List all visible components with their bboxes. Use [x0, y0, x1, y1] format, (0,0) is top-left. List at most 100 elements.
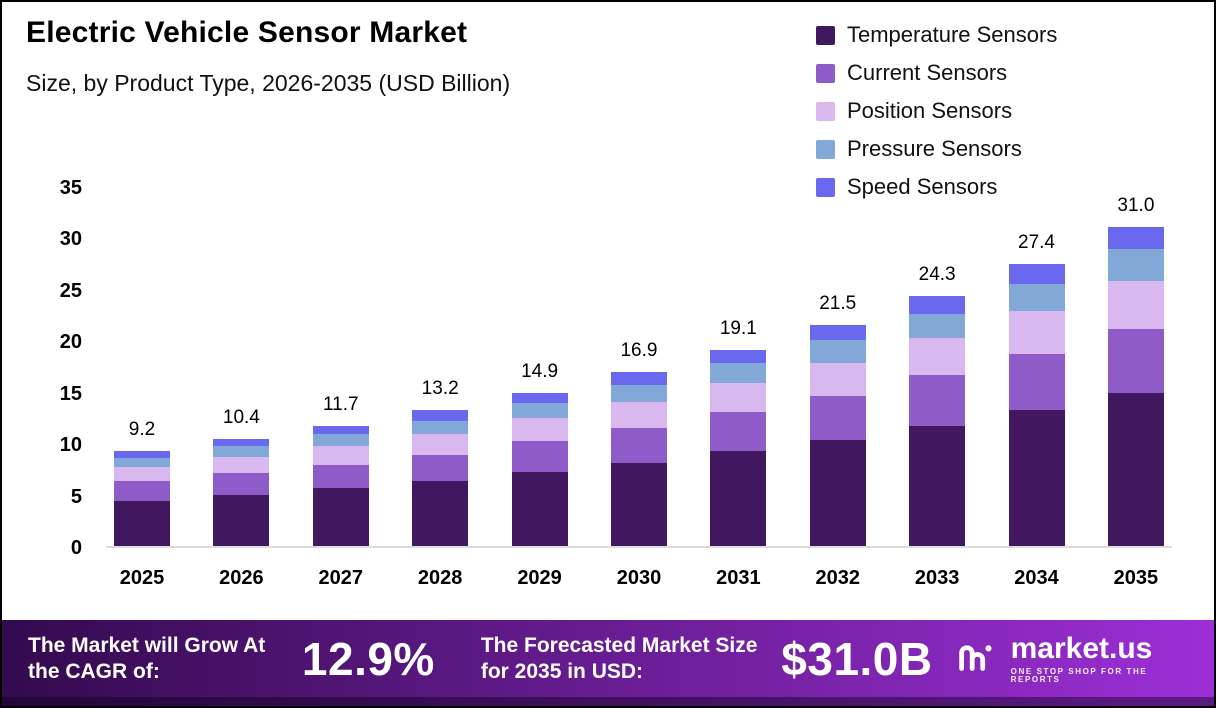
bar-2034: 27.4 2034	[1008, 188, 1065, 589]
bar-segment-pressure-sensors	[610, 384, 667, 403]
bar-segment-position-sensors	[114, 466, 170, 482]
x-axis-label: 2035	[1113, 567, 1159, 589]
bar-segment-position-sensors	[312, 446, 369, 465]
legend-item-speed-sensors: Speed Sensors	[816, 174, 1057, 200]
bar-segment-temperature-sensors	[312, 488, 369, 546]
bar-segment-speed-sensors	[610, 372, 667, 385]
bar-segment-pressure-sensors	[213, 446, 270, 457]
bar-stack	[114, 451, 170, 546]
brand-tagline: ONE STOP SHOP FOR THE REPORTS	[1010, 666, 1148, 685]
x-axis-label: 2030	[616, 567, 662, 589]
bar-segment-position-sensors	[909, 338, 966, 376]
bar-segment-speed-sensors	[1008, 264, 1065, 284]
bar-value-label: 27.4	[1018, 232, 1056, 254]
bar-stack	[213, 439, 270, 546]
bar-stack	[610, 372, 667, 546]
legend-item-pressure-sensors: Pressure Sensors	[816, 136, 1057, 162]
bar-segment-speed-sensors	[213, 439, 270, 447]
y-tick-label: 20	[59, 331, 82, 354]
bar-2026: 10.4 2026	[213, 188, 270, 589]
bar-value-label: 24.3	[918, 264, 956, 286]
bar-segment-position-sensors	[1107, 280, 1164, 329]
bar-segment-current-sensors	[1008, 353, 1065, 411]
bar-segment-pressure-sensors	[312, 433, 369, 447]
bar-segment-temperature-sensors	[1107, 392, 1164, 546]
bar-segment-temperature-sensors	[213, 494, 270, 546]
bar-segment-current-sensors	[412, 454, 469, 482]
legend-swatch	[816, 63, 835, 83]
bar-segment-speed-sensors	[1107, 227, 1164, 249]
bar-segment-speed-sensors	[412, 410, 469, 421]
forecast-label: The Forecasted Market Size for 2035 in U…	[480, 633, 758, 683]
bar-segment-speed-sensors	[114, 451, 170, 458]
footer-accent-strip	[2, 697, 1214, 706]
bar-stack	[909, 296, 966, 546]
bar-value-label: 13.2	[421, 378, 459, 400]
bar-segment-position-sensors	[1008, 311, 1065, 354]
legend-item-position-sensors: Position Sensors	[816, 98, 1057, 124]
bar-stack	[412, 410, 469, 546]
x-axis-label: 2034	[1014, 567, 1059, 589]
x-axis-label: 2031	[716, 567, 761, 589]
bar-segment-temperature-sensors	[114, 500, 170, 546]
footer-banner: The Market will Grow At the CAGR of: 12.…	[2, 620, 1214, 706]
bar-segment-pressure-sensors	[1008, 283, 1065, 312]
y-tick-label: 35	[59, 177, 82, 199]
bar-segment-current-sensors	[809, 395, 866, 441]
bar-segment-current-sensors	[1107, 328, 1164, 393]
bar-segment-current-sensors	[312, 464, 369, 489]
legend-label: Pressure Sensors	[847, 136, 1022, 161]
legend-swatch	[816, 139, 835, 159]
bar-value-label: 31.0	[1117, 195, 1155, 217]
brand-name: market.us	[1010, 632, 1153, 666]
bar-stack	[511, 392, 568, 546]
bar-2027: 11.7 2027	[312, 188, 369, 589]
legend-label: Temperature Sensors	[847, 22, 1058, 47]
bar-segment-temperature-sensors	[412, 481, 469, 546]
bar-2032: 21.5 2032	[809, 188, 866, 589]
bar-stack	[1008, 264, 1065, 546]
bar-segment-temperature-sensors	[909, 425, 966, 546]
bar-segment-current-sensors	[114, 481, 170, 501]
bar-value-label: 9.2	[128, 419, 156, 441]
bar-segment-position-sensors	[213, 456, 270, 474]
forecast-value: $31.0B	[781, 633, 933, 685]
bar-segment-pressure-sensors	[809, 340, 866, 364]
bar-value-label: 11.7	[322, 393, 359, 415]
y-tick-label: 5	[70, 485, 82, 508]
bar-segment-pressure-sensors	[511, 403, 568, 419]
bar-value-label: 16.9	[620, 340, 658, 362]
legend: Temperature Sensors Current Sensors Positi…	[816, 22, 1057, 200]
bar-segment-current-sensors	[213, 473, 270, 495]
bar-2031: 19.1 2031	[710, 188, 767, 589]
legend-swatch	[816, 177, 835, 197]
x-axis-label: 2025	[119, 567, 165, 589]
bar-2028: 13.2 2028	[412, 188, 469, 589]
legend-label: Speed Sensors	[847, 174, 998, 199]
chart-title: Electric Vehicle Sensor Market	[26, 16, 468, 49]
bar-stack	[1107, 227, 1164, 546]
bar-segment-temperature-sensors	[610, 462, 667, 546]
bar-segment-pressure-sensors	[710, 363, 767, 383]
bar-segment-speed-sensors	[909, 296, 966, 314]
bar-segment-pressure-sensors	[1107, 248, 1164, 281]
bar-stack	[312, 425, 369, 546]
bar-segment-speed-sensors	[710, 349, 767, 364]
legend-label: Current Sensors	[847, 60, 1008, 85]
bar-segment-position-sensors	[809, 363, 866, 396]
bar-segment-current-sensors	[710, 412, 767, 452]
bar-value-label: 19.1	[719, 317, 757, 339]
x-axis-label: 2026	[219, 567, 264, 589]
cagr-label: The Market will Grow At the CAGR of:	[28, 633, 266, 683]
chart-subtitle: Size, by Product Type, 2026-2035 (USD Bi…	[26, 70, 511, 96]
bar-segment-temperature-sensors	[1008, 410, 1065, 546]
bar-segment-pressure-sensors	[114, 457, 170, 467]
bar-value-label: 10.4	[222, 407, 260, 429]
bar-2033: 24.3 2033	[909, 188, 966, 589]
bar-segment-speed-sensors	[511, 392, 568, 404]
brand-logo: market.us ONE STOP SHOP FOR THE REPORTS	[953, 633, 1188, 684]
legend-label: Position Sensors	[847, 98, 1013, 123]
x-axis-label: 2027	[318, 567, 364, 589]
bar-stack	[809, 325, 866, 546]
